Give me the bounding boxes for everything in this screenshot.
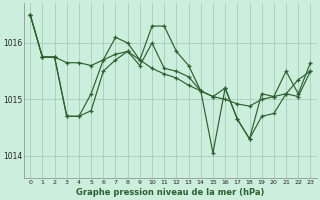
X-axis label: Graphe pression niveau de la mer (hPa): Graphe pression niveau de la mer (hPa) [76, 188, 265, 197]
